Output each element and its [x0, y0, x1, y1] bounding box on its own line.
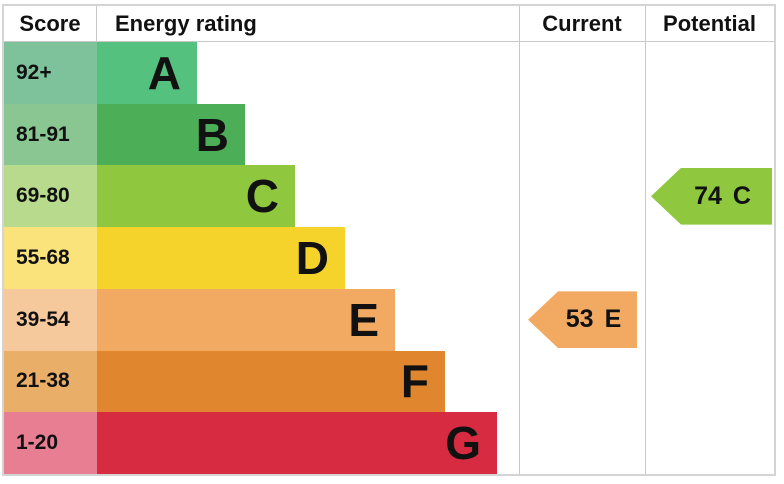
- band-bar-c: C: [97, 165, 295, 228]
- band-letter: C: [245, 170, 279, 223]
- header-potential: Potential: [663, 10, 756, 36]
- band-bar-d: D: [97, 227, 345, 289]
- potential-column-divider: [645, 6, 646, 474]
- band-row-g: 1-20 G: [4, 412, 519, 475]
- band-score-range: 81-91: [4, 103, 97, 166]
- band-bar-f: F: [97, 350, 445, 413]
- potential-rating-arrow: 74 C: [651, 167, 772, 225]
- band-row-b: 81-91 B: [4, 103, 519, 166]
- current-rating-value: 53: [565, 305, 594, 334]
- band-letter: D: [295, 232, 329, 285]
- band-letter: G: [445, 417, 481, 470]
- band-bar-g: G: [97, 412, 497, 475]
- band-bar-e: E: [97, 288, 395, 351]
- band-score-range: 69-80: [4, 165, 97, 228]
- band-row-a: 92+ A: [4, 42, 519, 104]
- band-rows: 92+ A 81-91 B 69-80 C 55-68 D 39-54 E 21-38 F 1-20 G: [4, 42, 519, 475]
- header-score: Score: [4, 6, 97, 41]
- potential-rating-value: 74: [694, 181, 722, 210]
- band-letter: B: [195, 108, 229, 161]
- header-current: Current: [542, 10, 622, 36]
- band-letter: A: [147, 46, 181, 99]
- band-score-range: 1-20: [4, 412, 97, 475]
- band-row-d: 55-68 D: [4, 227, 519, 289]
- chart-header: Score Energy rating Current Potential: [4, 6, 774, 42]
- current-column-divider: [519, 6, 520, 474]
- band-row-e: 39-54 E: [4, 288, 519, 351]
- band-row-f: 21-38 F: [4, 350, 519, 413]
- band-letter: F: [400, 355, 429, 408]
- band-letter: E: [348, 293, 379, 346]
- band-score-range: 55-68: [4, 227, 97, 289]
- epc-rating-chart: Score Energy rating Current Potential 92…: [2, 4, 776, 476]
- band-row-c: 69-80 C: [4, 165, 519, 228]
- band-bar-b: B: [97, 103, 245, 166]
- header-energy-rating: Energy rating: [115, 10, 257, 36]
- band-score-range: 21-38: [4, 350, 97, 413]
- potential-rating-letter: C: [732, 181, 751, 210]
- band-bar-a: A: [97, 42, 197, 104]
- band-score-range: 39-54: [4, 288, 97, 351]
- current-rating-arrow: 53 E: [528, 291, 637, 349]
- current-rating-letter: E: [604, 305, 622, 334]
- band-score-range: 92+: [4, 42, 97, 104]
